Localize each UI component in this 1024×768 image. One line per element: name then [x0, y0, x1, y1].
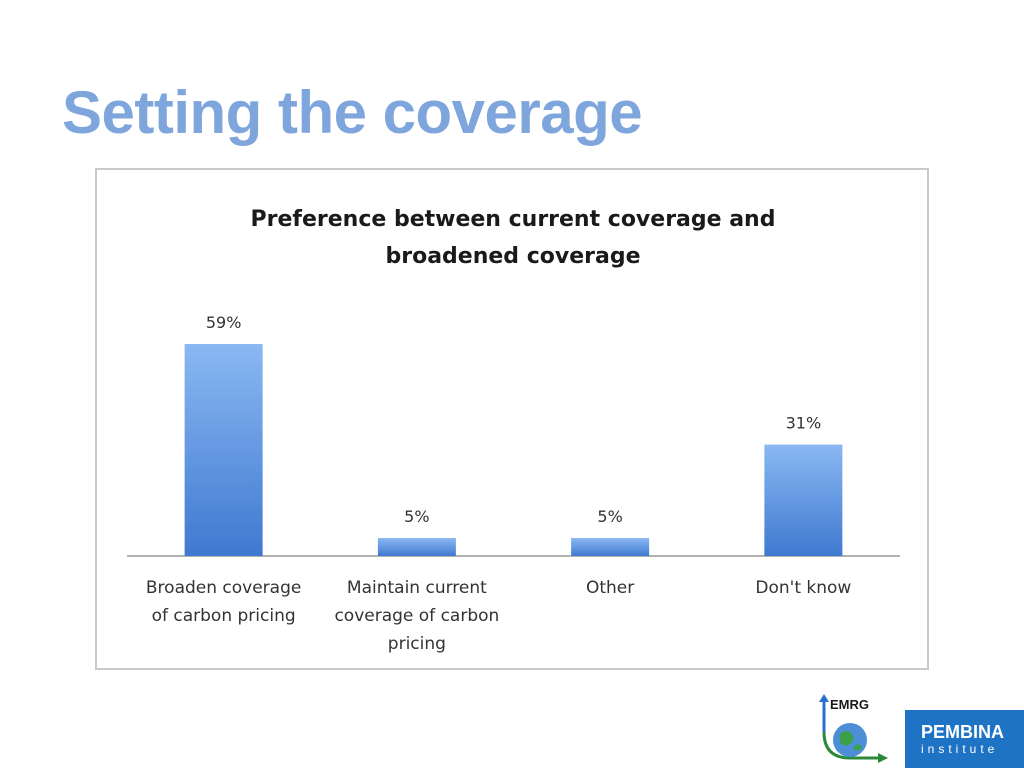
bar	[764, 444, 843, 556]
category-label: Maintain current	[347, 578, 487, 598]
slide-title: Setting the coverage	[62, 79, 643, 146]
category-label: pricing	[388, 634, 446, 654]
pembina-logo: PEMBINA institute	[905, 710, 1024, 768]
chart-title: Preference between current coverage and b…	[251, 207, 776, 269]
category-label: Broaden coverage	[146, 578, 301, 598]
bar-chart: Preference between current coverage and b…	[127, 207, 900, 654]
data-label: 59%	[206, 313, 242, 332]
emrg-logo	[819, 694, 888, 763]
category-label: of carbon pricing	[152, 606, 296, 626]
data-label: 5%	[597, 507, 622, 526]
data-label: 5%	[404, 507, 429, 526]
bar	[571, 538, 650, 556]
chart-title-line: broadened coverage	[386, 244, 641, 269]
chart-frame: Preference between current coverage and b…	[95, 168, 929, 670]
emrg-logo-text: EMRG	[830, 697, 869, 712]
bar	[377, 538, 456, 556]
chart-title-line: Preference between current coverage and	[251, 207, 776, 232]
data-label: 31%	[786, 414, 822, 433]
bar	[184, 344, 263, 556]
pembina-logo-name: PEMBINA	[921, 722, 1005, 742]
pembina-logo-sub: institute	[921, 742, 999, 756]
category-label: coverage of carbon	[334, 606, 499, 626]
category-label: Don't know	[755, 578, 851, 598]
category-label: Other	[586, 578, 634, 598]
